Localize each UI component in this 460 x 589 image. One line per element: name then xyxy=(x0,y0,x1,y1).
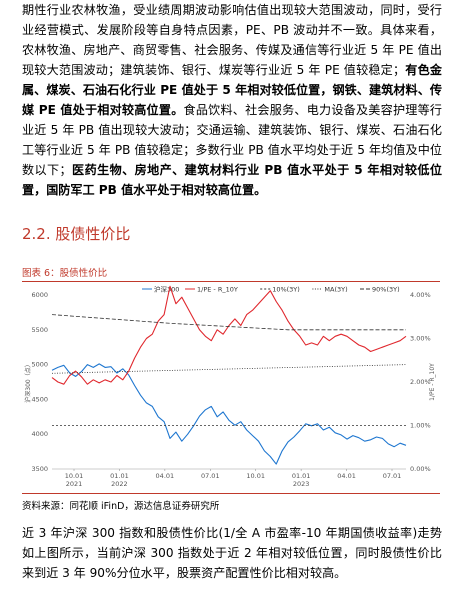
left-axis-title: 沪深300（点） xyxy=(24,361,32,402)
analysis-paragraph: 近 3 年沪深 300 指数和股债性价比(1/全 A 市盈率-10 年期国债收益… xyxy=(22,526,442,580)
left-tick-label: 6000 xyxy=(31,291,48,299)
stock-bond-ratio-chart: 沪深300 1/PE - R_10Y 10%(3Y) MA(3Y) 90%(3Y) 35… xyxy=(24,285,436,489)
right-tick-label: 3.00% xyxy=(410,335,431,343)
legend-label: 1/PE - R_10Y xyxy=(197,286,238,294)
left-tick-label: 5000 xyxy=(31,361,48,369)
chart-series xyxy=(51,285,407,465)
figure-top-rule xyxy=(22,281,440,282)
emphasis-text: 有色金属、煤炭、石油石化行业 PE 值处于 5 年相对较低位置，钢铁、建筑材料、… xyxy=(22,63,442,117)
x-tick-label: 07.01 xyxy=(383,472,402,480)
figure-bottom-rule xyxy=(22,493,440,494)
legend-label: 沪深300 xyxy=(154,285,179,294)
series-line-3 xyxy=(51,364,407,374)
body-text: 期性行业农林牧渔，受业绩周期波动影响估值出现较大范围波动，同时，受行业经营模式、… xyxy=(22,3,442,77)
right-axis-title: 1/PE - R_10Y xyxy=(429,363,436,401)
right-tick-label: 2.00% xyxy=(410,378,431,386)
body-text: 食品饮料、社会服务、电力设备及美容护理等行业近 5 年 PB 值出现较大波动；交… xyxy=(22,103,442,177)
x-tick-label: 2023 xyxy=(293,480,310,488)
section-title: 2.2. 股债性价比 xyxy=(22,225,131,243)
legend-label: MA(3Y) xyxy=(324,286,347,294)
right-tick-label: 1.00% xyxy=(410,422,431,430)
series-line-1 xyxy=(51,285,407,385)
x-tick-label: 04.01 xyxy=(156,472,175,480)
legend-label: 90%(3Y) xyxy=(372,286,400,294)
right-tick-label: 4.00% xyxy=(410,291,431,299)
emphasis-text: 医药生物、房地产、建筑材料行业 PB 值水平处于 5 年相对较低位置，国防军工 … xyxy=(22,163,442,197)
x-tick-label: 01.01 xyxy=(110,472,129,480)
left-tick-label: 4500 xyxy=(31,395,48,403)
x-tick-label: 2021 xyxy=(66,480,83,488)
figure-caption: 图表 6：股债性价比 xyxy=(22,268,108,279)
x-tick-label: 2022 xyxy=(111,480,128,488)
left-tick-label: 4000 xyxy=(31,430,48,438)
figure-source: 资料来源：同花顺 iFinD，源达信息证券研究所 xyxy=(22,501,220,512)
legend-label: 10%(3Y) xyxy=(272,286,300,294)
x-tick-label: 04.01 xyxy=(337,472,356,480)
left-tick-label: 3500 xyxy=(31,465,48,473)
x-tick-label: 10.01 xyxy=(246,472,265,480)
intro-paragraph: 期性行业农林牧渔，受业绩周期波动影响估值出现较大范围波动，同时，受行业经营模式、… xyxy=(22,0,442,200)
left-axis: 3500 4000 4500 5000 5500 6000 沪深300（点） xyxy=(24,291,48,473)
right-tick-label: 0.00% xyxy=(410,465,431,473)
series-line-0 xyxy=(51,363,407,465)
x-tick-label: 01.01 xyxy=(292,472,311,480)
chart-legend: 沪深300 1/PE - R_10Y 10%(3Y) MA(3Y) 90%(3Y) xyxy=(142,285,400,294)
series-line-4 xyxy=(51,314,406,331)
right-axis: 0.00% 1.00% 2.00% 3.00% 4.00% 1/PE - R_10Y xyxy=(410,291,436,473)
x-tick-label: 07.01 xyxy=(201,472,220,480)
x-tick-label: 10.01 xyxy=(65,472,84,480)
left-tick-label: 5500 xyxy=(31,326,48,334)
